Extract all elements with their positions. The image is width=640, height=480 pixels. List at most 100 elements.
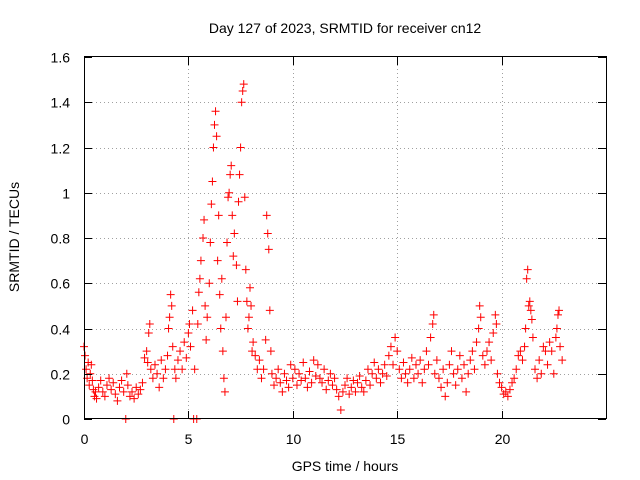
data-point — [299, 358, 308, 367]
data-point — [424, 360, 433, 369]
data-point — [262, 211, 271, 220]
data-point — [185, 319, 194, 328]
data-point — [533, 374, 542, 383]
data-point — [208, 177, 217, 186]
data-point — [89, 385, 98, 394]
data-point — [491, 310, 500, 319]
data-point — [227, 161, 236, 170]
data-point — [242, 297, 251, 306]
data-point — [238, 86, 247, 95]
data-point — [376, 378, 385, 387]
data-point — [374, 365, 383, 374]
data-point — [132, 383, 141, 392]
data-point — [259, 365, 268, 374]
x-tick-label: 10 — [286, 431, 302, 447]
data-point — [332, 385, 341, 394]
data-point — [82, 365, 91, 374]
data-point — [153, 369, 162, 378]
data-point — [232, 261, 241, 270]
data-points — [80, 80, 567, 423]
data-point — [168, 342, 177, 351]
data-point — [109, 378, 118, 387]
data-point — [449, 369, 458, 378]
data-point — [407, 353, 416, 362]
data-point — [527, 315, 536, 324]
data-point — [182, 353, 191, 362]
data-point — [173, 356, 182, 365]
data-point — [200, 215, 209, 224]
data-point — [510, 374, 519, 383]
data-point — [453, 365, 462, 374]
data-point — [157, 356, 166, 365]
data-point — [146, 365, 155, 374]
data-point — [551, 333, 560, 342]
data-point — [341, 381, 349, 390]
data-point — [480, 360, 489, 369]
data-point — [94, 383, 103, 392]
data-point — [186, 342, 195, 351]
data-point — [171, 374, 180, 383]
data-point — [411, 360, 420, 369]
data-point — [391, 333, 400, 342]
data-point — [165, 313, 174, 322]
data-point — [366, 381, 375, 390]
data-point — [476, 313, 485, 322]
data-point — [349, 376, 358, 385]
data-point — [370, 358, 379, 367]
y-tick-label: 1 — [62, 186, 70, 202]
data-point — [305, 367, 314, 376]
data-point — [225, 188, 234, 197]
data-point — [184, 329, 193, 338]
data-point — [516, 347, 525, 356]
data-point — [549, 369, 558, 378]
data-point — [505, 385, 514, 394]
data-point — [196, 256, 205, 265]
data-point — [148, 374, 157, 383]
data-point — [503, 392, 512, 401]
data-point — [86, 369, 95, 378]
x-tick-label: 5 — [185, 431, 193, 447]
data-point — [96, 376, 105, 385]
data-point — [219, 374, 228, 383]
data-point — [295, 369, 304, 378]
data-point — [220, 387, 229, 396]
data-point — [501, 387, 510, 396]
y-tick-label: 0.6 — [51, 276, 71, 292]
data-point — [233, 297, 242, 306]
data-point — [117, 376, 126, 385]
data-point — [81, 351, 90, 360]
data-point — [303, 383, 312, 392]
data-point — [130, 394, 139, 403]
data-point — [397, 374, 406, 383]
y-tick-label: 1.6 — [51, 50, 71, 66]
grid-lines — [84, 57, 606, 419]
data-point — [282, 376, 291, 385]
data-point — [395, 365, 404, 374]
data-point — [144, 329, 153, 338]
data-point — [416, 356, 425, 365]
data-point — [247, 301, 256, 310]
data-point — [122, 369, 131, 378]
data-point — [221, 313, 230, 322]
data-point — [489, 329, 498, 338]
data-point — [464, 369, 473, 378]
data-point — [434, 374, 443, 383]
data-point — [420, 365, 429, 374]
data-point — [545, 338, 554, 347]
data-point — [203, 313, 212, 322]
data-point — [140, 353, 149, 362]
data-point — [161, 365, 170, 374]
data-point — [307, 378, 316, 387]
data-point — [210, 120, 219, 129]
data-point — [514, 351, 523, 360]
data-point — [535, 356, 544, 365]
data-point — [280, 369, 289, 378]
data-point — [202, 335, 211, 344]
data-point — [297, 376, 306, 385]
data-point — [447, 347, 456, 356]
data-point — [380, 360, 389, 369]
data-point — [125, 392, 134, 401]
data-point — [150, 360, 159, 369]
data-point — [119, 387, 128, 396]
